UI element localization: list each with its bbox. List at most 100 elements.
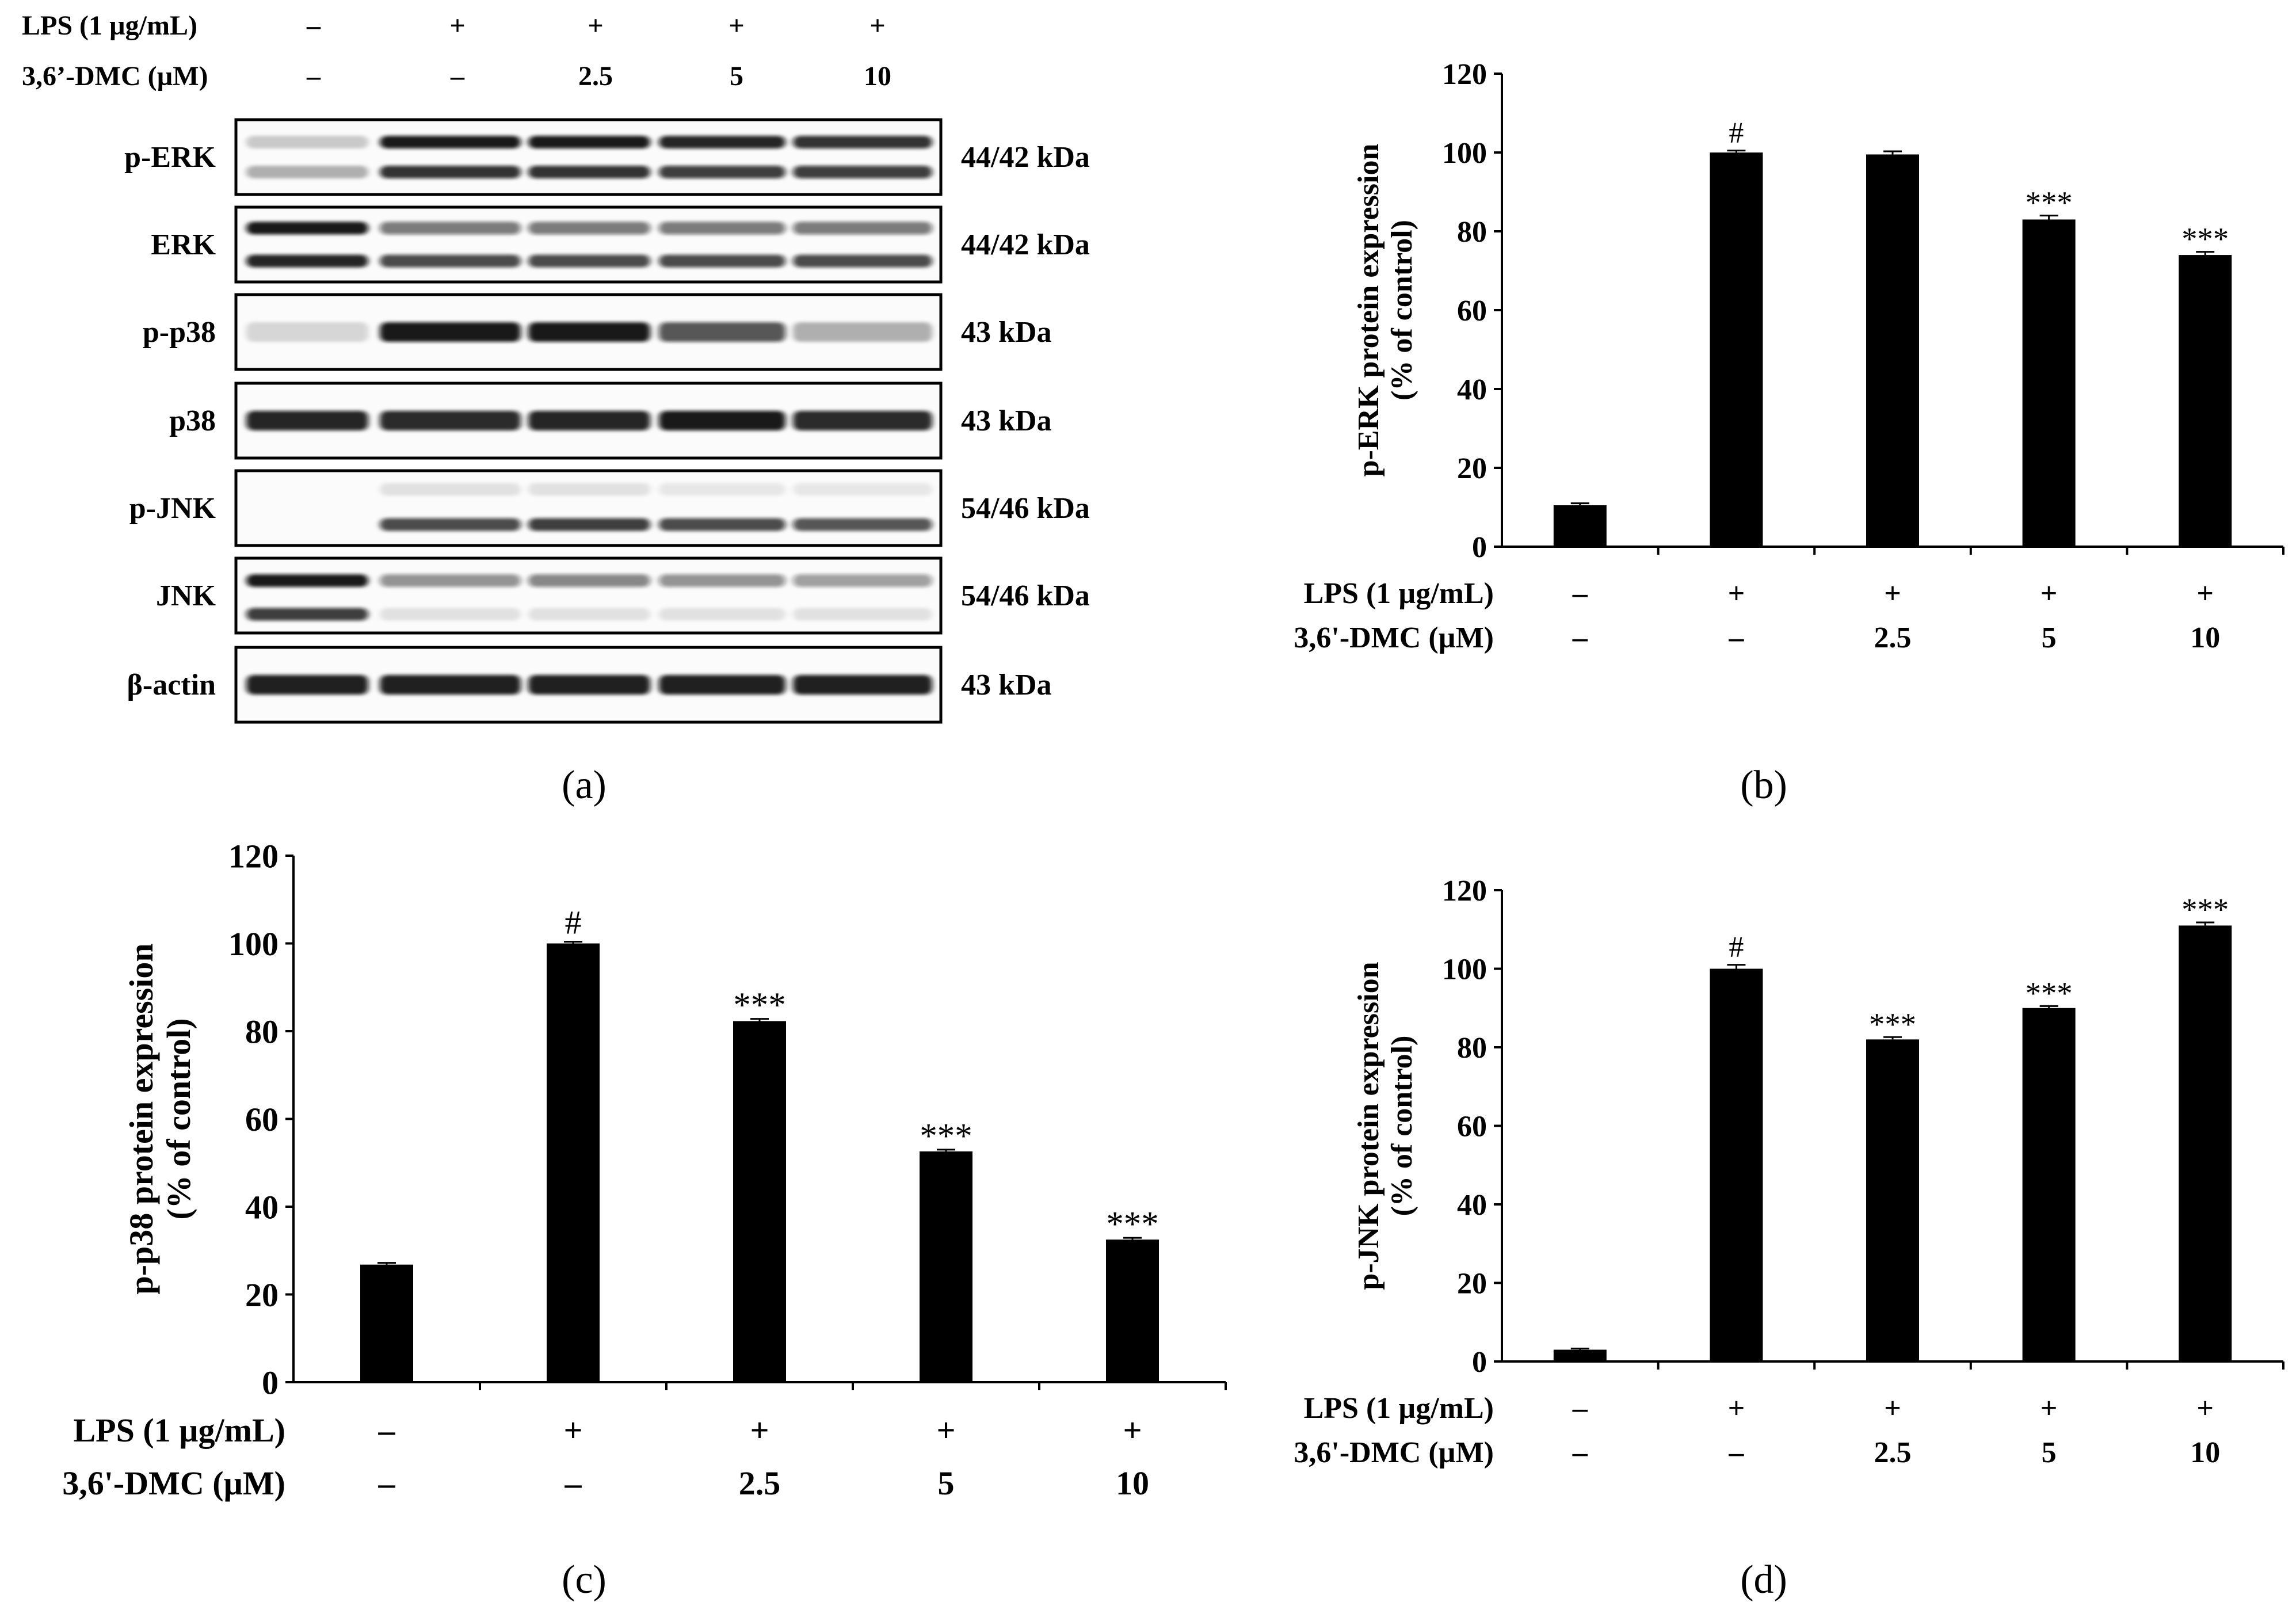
blot-band	[793, 608, 932, 621]
y-tick-label: 120	[1442, 875, 1487, 907]
blot-band	[528, 222, 650, 235]
blot-row: p-JNK 54/46 kDa	[129, 469, 1090, 547]
blot-size-label: 54/46 kDa	[961, 579, 1090, 612]
blot-band	[528, 574, 650, 587]
y-tick-label: 80	[1457, 1032, 1487, 1065]
blot-band	[793, 411, 932, 430]
blot-band	[659, 166, 785, 178]
bar	[1866, 154, 1919, 547]
y-tick-label: 20	[245, 1276, 279, 1314]
blot-protein-label: p38	[169, 405, 216, 437]
blot-membrane	[234, 205, 943, 284]
bar	[1710, 968, 1763, 1361]
bar	[360, 1264, 413, 1382]
western-blot-panel: LPS (1 µg/mL) 3,6’-DMC (µM) – + + + + – – 2.5 5 1…	[22, 10, 1090, 807]
blot-dmc-label: 3,6’-DMC (µM)	[22, 61, 208, 91]
y-axis-label: p-p38 protein expression	[123, 943, 160, 1294]
blot-band	[246, 254, 368, 268]
y-tick-label: 0	[262, 1364, 279, 1401]
lps-row-value: +	[1728, 577, 1745, 610]
bar	[920, 1151, 972, 1382]
bar	[2022, 219, 2076, 547]
blot-band	[793, 136, 932, 148]
blot-band	[380, 518, 521, 531]
y-tick-label: 80	[1457, 216, 1487, 249]
significance-stars: ***	[2181, 222, 2229, 257]
p-jnk-chart: 0 20 40 60 80 100 120 # *** *** *** p-JNK protein e…	[1294, 875, 2284, 1602]
y-tick-label: 0	[1472, 531, 1487, 564]
significance-stars: ***	[733, 986, 785, 1025]
lps-row-value: –	[1572, 577, 1588, 610]
blot-band	[793, 322, 932, 342]
dmc-row-label: 3,6'-DMC (µM)	[1294, 1436, 1494, 1469]
panel-label-a: (a)	[562, 763, 607, 807]
p-p38-chart: 0 20 40 60 80 100 120 # *** *** *** p-p38 protein e…	[62, 837, 1227, 1602]
blot-band	[793, 166, 932, 178]
blot-dmc-value: 2.5	[578, 61, 613, 91]
lps-row-value: +	[750, 1412, 769, 1449]
blot-row: β-actin 43 kDa	[127, 646, 1051, 724]
blot-band	[659, 518, 785, 531]
significance-stars: ***	[1106, 1205, 1158, 1244]
blot-band	[528, 675, 650, 695]
lps-row-value: –	[378, 1412, 396, 1449]
blot-band	[793, 222, 932, 235]
dmc-row-label: 3,6'-DMC (µM)	[62, 1464, 285, 1502]
blot-membrane	[234, 556, 943, 635]
blot-lps-value: +	[869, 10, 885, 41]
dmc-row-value: 10	[2190, 621, 2220, 654]
lps-row-value: +	[2041, 1392, 2058, 1425]
blot-row: p38 43 kDa	[169, 382, 1051, 460]
blot-row: ERK 44/42 kDa	[151, 205, 1090, 284]
blot-band	[793, 574, 932, 587]
blot-band	[380, 483, 521, 496]
blot-band	[659, 483, 785, 496]
y-tick-label: 100	[1442, 137, 1487, 170]
blot-band	[246, 574, 368, 587]
blot-dmc-value: –	[306, 61, 321, 91]
blot-band	[528, 166, 650, 178]
blot-lps-value: +	[729, 10, 744, 41]
y-tick-label: 40	[1457, 1189, 1487, 1222]
y-tick-label: 60	[245, 1101, 279, 1138]
blot-row: p-p38 43 kDa	[143, 293, 1051, 371]
dmc-row-value: –	[1728, 621, 1744, 654]
blot-header-values: – + + + + – – 2.5 5 10	[306, 10, 891, 91]
blot-band	[659, 608, 785, 621]
blot-lps-value: +	[449, 10, 465, 41]
bar	[1553, 505, 1607, 547]
lps-row-value: +	[2196, 1392, 2214, 1425]
blot-lps-label: LPS (1 µg/mL)	[22, 10, 197, 41]
blot-band	[380, 574, 521, 587]
blot-dmc-value: –	[450, 61, 465, 91]
significance-hash: #	[565, 903, 582, 941]
dmc-row-value: –	[1572, 1436, 1588, 1469]
blot-band	[380, 254, 521, 268]
lps-row-value: +	[1884, 577, 1901, 610]
blot-band	[793, 254, 932, 268]
bar	[2179, 255, 2232, 547]
blot-band	[246, 166, 368, 178]
blot-band	[246, 136, 368, 148]
significance-stars: ***	[2026, 975, 2073, 1010]
y-tick-label: 60	[1457, 1111, 1487, 1143]
blot-band	[380, 411, 521, 430]
bar	[1866, 1039, 1919, 1361]
panel-label: (c)	[562, 1558, 607, 1602]
bar	[2022, 1008, 2076, 1361]
lps-row-value: +	[563, 1412, 582, 1449]
y-tick-label: 40	[1457, 373, 1487, 406]
significance-hash: #	[1729, 931, 1744, 964]
blot-band	[246, 675, 368, 695]
blot-membrane	[234, 118, 943, 196]
blot-row: JNK 54/46 kDa	[156, 556, 1090, 635]
blot-band	[528, 411, 650, 430]
blot-band	[246, 411, 368, 430]
blot-protein-label: p-JNK	[129, 492, 216, 525]
panel-label: (d)	[1740, 1558, 1787, 1602]
dmc-row-value: –	[378, 1464, 396, 1502]
blot-size-label: 44/42 kDa	[961, 141, 1090, 174]
blot-band	[380, 136, 521, 148]
